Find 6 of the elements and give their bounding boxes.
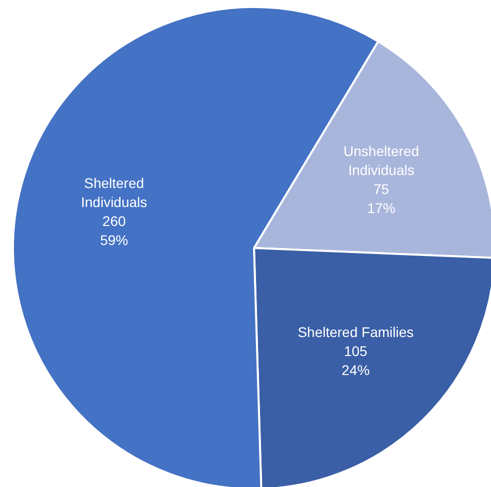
data-label: 75 17% [367,180,396,216]
data-label: 260 59% [100,212,128,248]
data-label: 105 24% [342,342,370,378]
slice-label: Unsheltered Individuals [344,142,420,178]
slice-label: Sheltered Individuals [81,174,148,210]
slice-label: Sheltered Families [298,324,414,340]
